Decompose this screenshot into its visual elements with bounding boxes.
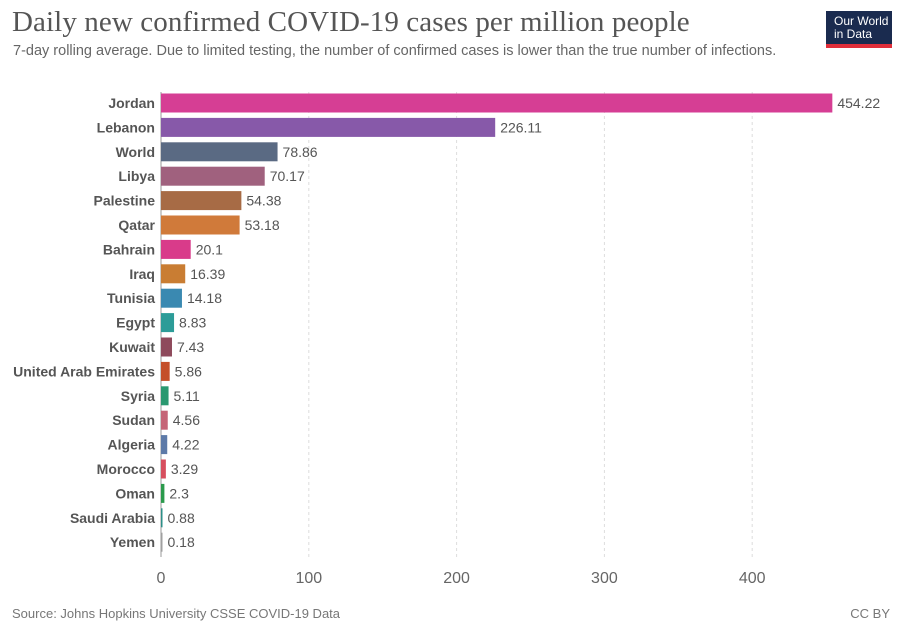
bar bbox=[161, 459, 166, 479]
category-label: Libya bbox=[118, 168, 155, 184]
category-label: Jordan bbox=[108, 95, 155, 111]
category-label: Tunisia bbox=[107, 290, 155, 306]
x-tick-label: 200 bbox=[443, 570, 470, 587]
bar bbox=[161, 508, 163, 528]
x-tick-label: 0 bbox=[157, 570, 166, 587]
value-label: 14.18 bbox=[187, 290, 222, 306]
gridlines bbox=[160, 92, 753, 557]
category-label: Yemen bbox=[110, 534, 155, 550]
x-tick-label: 100 bbox=[295, 570, 322, 587]
x-axis: 0 100 200 300 400 bbox=[157, 570, 766, 587]
owid-logo[interactable]: Our World in Data bbox=[826, 11, 892, 48]
bar bbox=[161, 361, 170, 381]
value-label: 454.22 bbox=[837, 95, 880, 111]
value-label: 20.1 bbox=[196, 241, 223, 257]
bar bbox=[161, 117, 496, 137]
category-label: Syria bbox=[121, 388, 155, 404]
chart-subtitle: 7-day rolling average. Due to limited te… bbox=[13, 43, 777, 59]
bar bbox=[161, 93, 833, 113]
category-label: Morocco bbox=[97, 461, 155, 477]
bar bbox=[161, 215, 240, 235]
value-label: 4.22 bbox=[172, 437, 199, 453]
logo-line-1: Our World bbox=[834, 14, 889, 28]
bar-chart: Jordan 454.22 Lebanon 226.11 World 78.86 Libya… bbox=[13, 92, 880, 587]
bar bbox=[161, 239, 191, 259]
value-label: 3.29 bbox=[171, 461, 198, 477]
x-tick-label: 400 bbox=[739, 570, 766, 587]
value-label: 5.11 bbox=[174, 388, 200, 404]
value-label: 2.3 bbox=[169, 485, 189, 501]
value-label: 226.11 bbox=[500, 119, 542, 135]
category-label: Iraq bbox=[129, 266, 155, 282]
chart-title: Daily new confirmed COVID-19 cases per m… bbox=[12, 6, 690, 38]
value-label: 4.56 bbox=[173, 412, 200, 428]
bar bbox=[161, 264, 186, 284]
value-label: 16.39 bbox=[190, 266, 225, 282]
bars: Jordan 454.22 Lebanon 226.11 World 78.86 Libya… bbox=[13, 93, 880, 552]
value-label: 78.86 bbox=[283, 144, 318, 160]
value-label: 8.83 bbox=[179, 315, 206, 331]
value-label: 0.88 bbox=[168, 510, 195, 526]
bar bbox=[161, 337, 172, 357]
bar bbox=[161, 288, 182, 308]
bar bbox=[161, 483, 165, 503]
category-label: Palestine bbox=[94, 193, 156, 209]
value-label: 53.18 bbox=[245, 217, 280, 233]
bar bbox=[161, 532, 163, 552]
bar bbox=[161, 435, 168, 455]
category-label: Egypt bbox=[116, 315, 155, 331]
logo-line-2: in Data bbox=[834, 27, 873, 41]
source-note[interactable]: Source: Johns Hopkins University CSSE CO… bbox=[12, 606, 341, 621]
value-label: 70.17 bbox=[270, 168, 305, 184]
value-label: 54.38 bbox=[246, 193, 281, 209]
value-label: 0.18 bbox=[168, 534, 195, 550]
category-label: Saudi Arabia bbox=[70, 510, 155, 526]
category-label: Kuwait bbox=[109, 339, 155, 355]
license-note[interactable]: CC BY bbox=[850, 606, 890, 621]
category-label: Sudan bbox=[112, 412, 155, 428]
category-label: World bbox=[116, 144, 155, 160]
value-label: 5.86 bbox=[175, 363, 202, 379]
category-label: Oman bbox=[115, 485, 155, 501]
category-label: Bahrain bbox=[103, 241, 155, 257]
bar bbox=[161, 142, 278, 162]
category-label: United Arab Emirates bbox=[13, 363, 155, 379]
category-label: Algeria bbox=[108, 437, 156, 453]
bar bbox=[161, 166, 265, 186]
bar bbox=[161, 386, 169, 406]
bar bbox=[161, 313, 175, 333]
bar bbox=[161, 410, 168, 430]
value-label: 7.43 bbox=[177, 339, 204, 355]
category-label: Lebanon bbox=[97, 119, 155, 135]
bar bbox=[161, 191, 242, 211]
category-label: Qatar bbox=[118, 217, 155, 233]
x-tick-label: 300 bbox=[591, 570, 618, 587]
